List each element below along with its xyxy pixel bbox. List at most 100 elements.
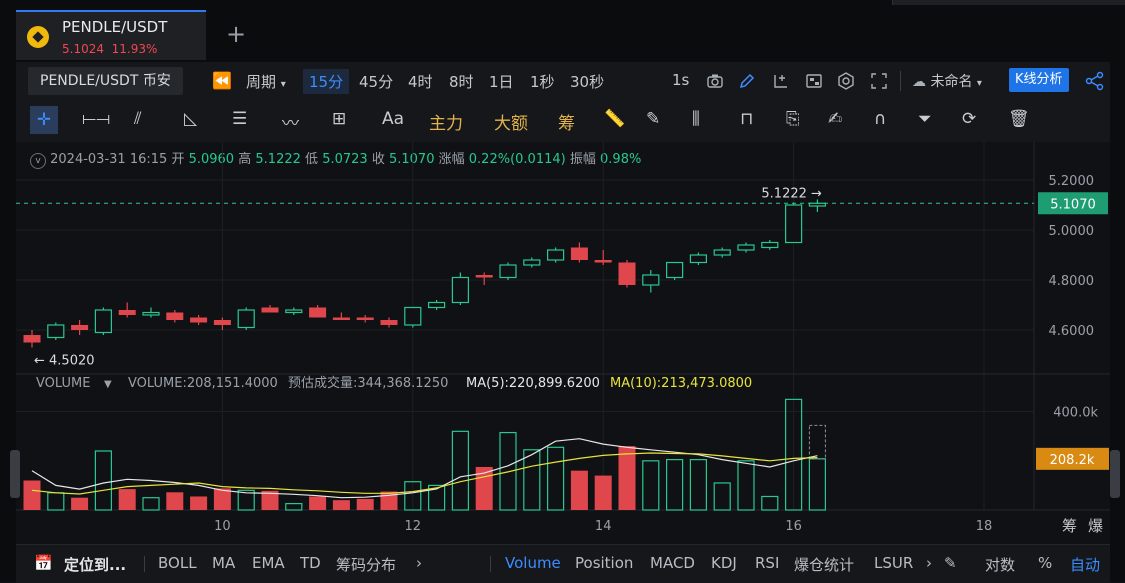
candle-body <box>404 306 422 326</box>
collapse-chevron-icon[interactable]: v <box>30 153 46 169</box>
period-dropdown[interactable]: 周期 ▾ <box>246 71 286 92</box>
add-tab-icon[interactable]: + <box>226 20 247 48</box>
wave-icon[interactable]: 〰 <box>282 114 299 134</box>
candlestick-chart[interactable]: 10 12 14 16 18 5.2000 5.0000 4.8000 4.6000 400.0k… <box>16 142 1110 542</box>
indicator-chip-distribution[interactable]: 筹码分布 <box>336 556 397 574</box>
scroll-left-handle[interactable] <box>10 450 20 498</box>
indicator-boll[interactable]: BOLL <box>158 554 197 572</box>
ma5-volume-line <box>31 438 818 499</box>
percent-scale-toggle[interactable]: % <box>1038 554 1053 572</box>
box-plus-icon[interactable]: ⊞ <box>332 109 347 129</box>
chart-area[interactable]: v 2024-03-31 16:15 开 5.0960 高 5.1222 低 5… <box>16 142 1110 542</box>
interval-1s[interactable]: 1s <box>672 71 690 89</box>
share-icon[interactable] <box>1085 71 1105 91</box>
timeframe-1s[interactable]: 1秒 <box>530 73 555 91</box>
chevron-right-icon[interactable]: › <box>416 554 422 572</box>
auto-scale-toggle[interactable]: 自动 <box>1070 556 1101 574</box>
volume-indicator-label[interactable]: VOLUME <box>36 376 90 391</box>
log-scale-toggle[interactable]: 对数 <box>985 556 1016 574</box>
binance-logo-icon <box>27 26 49 48</box>
timeframe-1d[interactable]: 1日 <box>489 73 514 91</box>
scroll-right-handle[interactable] <box>1110 450 1120 498</box>
indicator-volume[interactable]: Volume <box>505 554 561 572</box>
volume-bar <box>784 398 803 511</box>
estimated-volume-box <box>808 424 826 460</box>
x-tick-label: 10 <box>214 519 231 534</box>
trash-icon[interactable]: 🗑 <box>1008 109 1030 129</box>
camera-icon[interactable] <box>706 72 724 90</box>
divider <box>490 556 491 572</box>
candle-body <box>570 247 588 260</box>
timeframe-45m[interactable]: 45分 <box>359 73 394 91</box>
timeframe-4h[interactable]: 4时 <box>408 73 433 91</box>
indicator-macd[interactable]: MACD <box>650 554 695 572</box>
calendar-icon[interactable]: 📅 <box>34 554 53 572</box>
text-tool[interactable]: Aa <box>382 109 405 129</box>
timeframe-15m[interactable]: 15分 <box>303 69 350 94</box>
indicator-kdj[interactable]: KDJ <box>711 554 737 572</box>
settings-icon[interactable] <box>836 71 856 91</box>
close-value: 5.1070 <box>388 152 435 167</box>
crosshair-icon[interactable]: ✛ <box>30 106 58 134</box>
volume-bar <box>761 495 779 511</box>
indicator-ma[interactable]: MA <box>212 554 236 572</box>
ohlc-info: v 2024-03-31 16:15 开 5.0960 高 5.1222 低 5… <box>30 148 641 169</box>
pencil-icon[interactable] <box>738 72 756 90</box>
right-axis-toggle: 爆 <box>1088 517 1103 535</box>
right-axis-toggle: 筹 <box>1062 517 1077 535</box>
template-icon[interactable] <box>805 72 823 90</box>
main-force-button[interactable]: 主力 <box>429 114 463 134</box>
indicator-ema[interactable]: EMA <box>252 554 285 572</box>
note-icon[interactable]: ✍ <box>828 109 843 129</box>
chips-button[interactable]: 筹 <box>558 114 575 134</box>
magnet-icon[interactable]: ∩ <box>874 109 887 129</box>
volume-dropdown-icon[interactable]: ▼ <box>104 379 112 390</box>
cloud-icon: ☁ <box>912 74 926 90</box>
candle-body <box>475 275 493 278</box>
add-indicator-icon[interactable] <box>772 72 790 90</box>
indicator-position[interactable]: Position <box>575 554 634 572</box>
tab-bar: PENDLE/USDT 5.1024 11.93% + <box>0 0 1125 62</box>
volume-bar <box>356 498 374 510</box>
candle-body <box>380 320 398 325</box>
lock-icon[interactable]: ⊓ <box>740 109 754 129</box>
price-tick-label: 4.8000 <box>1049 274 1095 289</box>
candle-body <box>71 325 89 330</box>
filter-icon[interactable]: ⏷ <box>918 109 932 129</box>
chevron-right-icon[interactable]: › <box>926 554 932 572</box>
indicator-lsur[interactable]: LSUR <box>874 554 914 572</box>
horizontal-line-icon[interactable]: ⟝⟞ <box>82 109 111 129</box>
candle-body <box>784 204 803 244</box>
symbol-tab[interactable]: PENDLE/USDT 5.1024 11.93% <box>16 10 206 60</box>
edit-indicators-icon[interactable]: ✎ <box>944 554 957 572</box>
indicator-td[interactable]: TD <box>300 554 321 572</box>
x-tick-label: 16 <box>785 519 802 534</box>
brush-icon[interactable]: ✎ <box>646 109 661 129</box>
fullscreen-icon[interactable] <box>870 72 888 90</box>
tab-price-change: 5.1024 11.93% <box>62 42 157 56</box>
candles-icon[interactable]: ⫼ <box>692 109 700 129</box>
big-amount-button[interactable]: 大额 <box>494 114 528 134</box>
angle-icon[interactable]: ◺ <box>184 109 198 129</box>
ruler-icon[interactable]: 📏 <box>604 109 626 129</box>
candle-body <box>499 264 517 279</box>
timeframe-8h[interactable]: 8时 <box>449 73 474 91</box>
tab-symbol: PENDLE/USDT <box>62 18 168 36</box>
indicator-liquidation[interactable]: 爆仓统计 <box>794 556 855 574</box>
volume-bar <box>285 503 303 511</box>
rewind-icon[interactable]: ⏪ <box>212 71 232 90</box>
top-right-panel <box>892 0 1125 5</box>
parallel-lines-icon[interactable]: ☰ <box>232 109 248 129</box>
sync-icon[interactable]: ⟳ <box>962 109 977 129</box>
layout-dropdown[interactable]: ☁ 未命名 ▾ <box>912 71 982 91</box>
indicator-rsi[interactable]: RSI <box>755 554 780 572</box>
candle-body <box>213 320 231 325</box>
candle-body <box>451 276 469 304</box>
locate-button[interactable]: 定位到... <box>64 556 127 574</box>
kline-analysis-button[interactable]: K线分析 <box>1009 68 1069 92</box>
trend-lines-icon[interactable]: ⫽ <box>134 109 142 129</box>
comment-icon[interactable]: ⎘ <box>786 109 800 129</box>
symbol-exchange-button[interactable]: PENDLE/USDT 币安 <box>28 67 183 95</box>
timeframe-30s[interactable]: 30秒 <box>570 73 605 91</box>
layout-name: 未命名 <box>930 74 973 90</box>
